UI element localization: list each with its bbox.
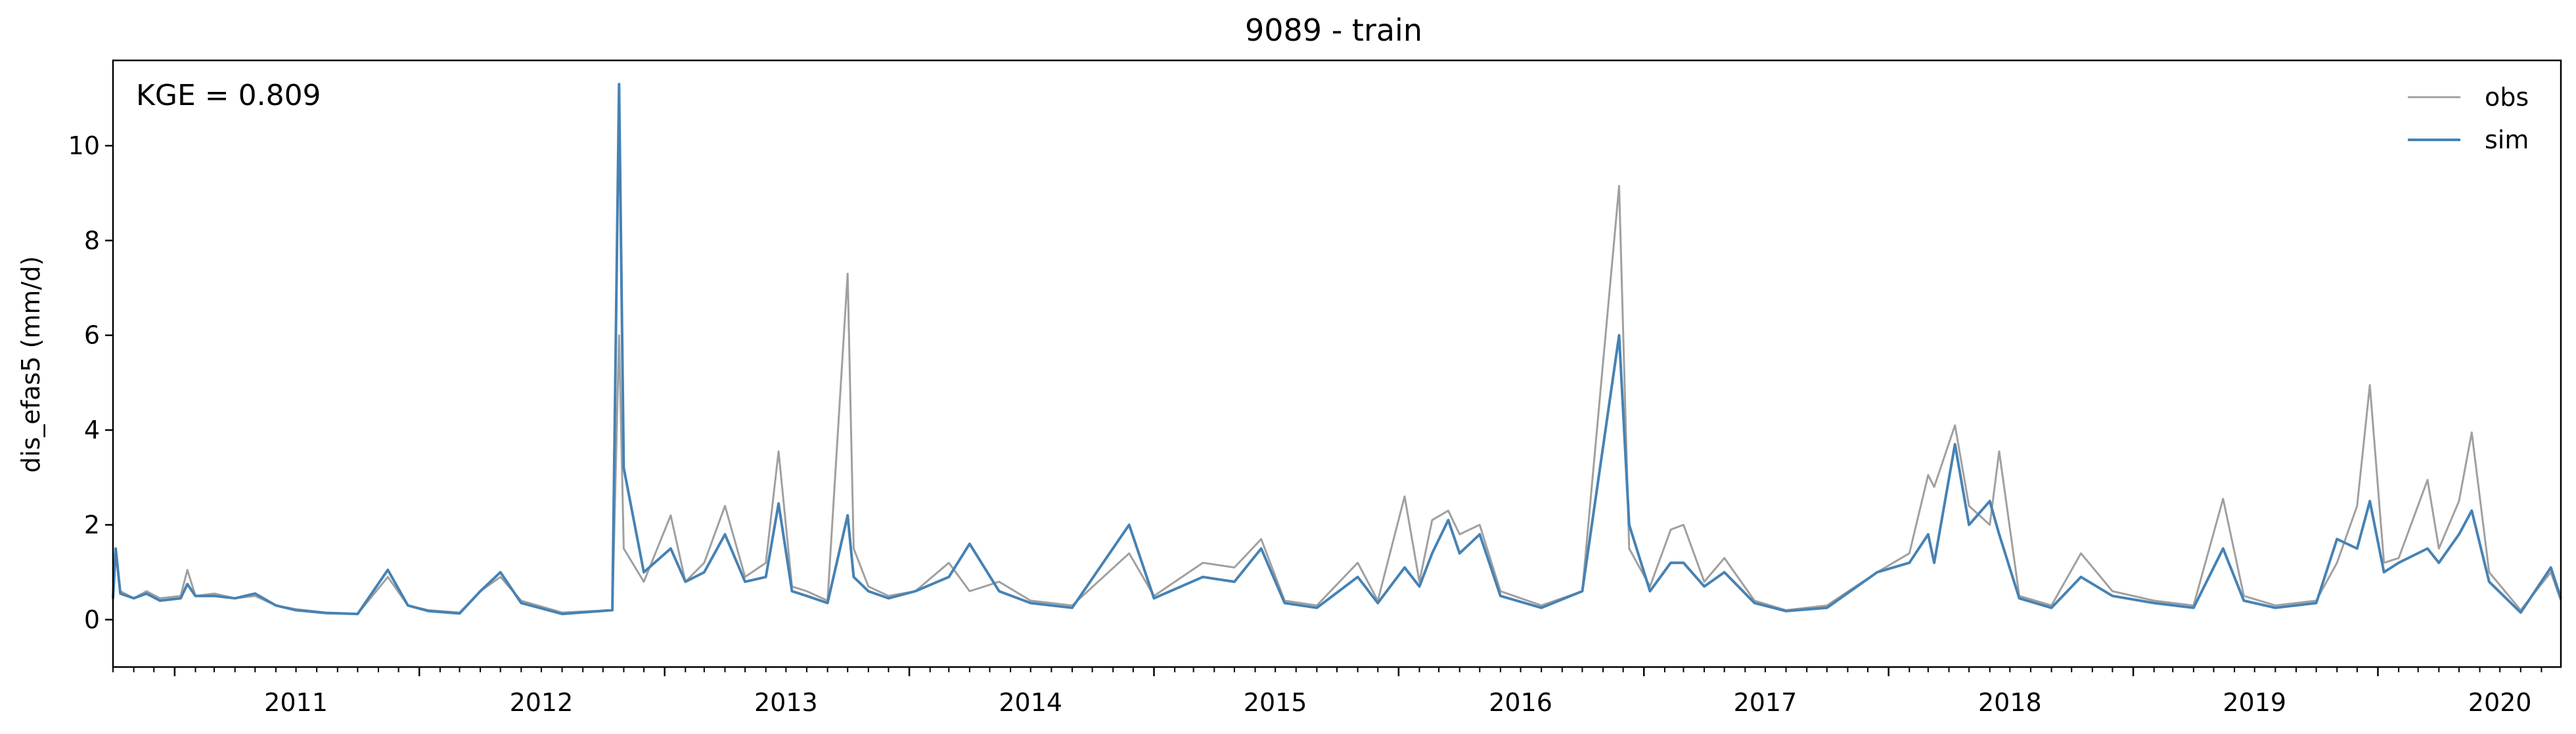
- y-axis: 0 2 4 6 8 10: [68, 131, 113, 634]
- x-axis: 2011 2012 2013 2014 2015 2016 2017 2018 2019 2020: [112, 667, 2542, 717]
- legend-label-sim: sim: [2485, 125, 2529, 154]
- x-tick-label: 2011: [264, 688, 328, 717]
- x-tick-label: 2016: [1489, 688, 1552, 717]
- y-tick-label: 8: [84, 226, 100, 255]
- series-line-sim: [112, 83, 2562, 616]
- x-tick-label: 2015: [1244, 688, 1307, 717]
- x-tick-label: 2020: [2468, 688, 2532, 717]
- y-tick-label: 2: [84, 510, 100, 539]
- x-tick-label: 2013: [754, 688, 818, 717]
- y-tick-label: 0: [84, 605, 100, 634]
- x-tick-label: 2012: [510, 688, 574, 717]
- x-tick-label: 2014: [999, 688, 1062, 717]
- kge-annotation: KGE = 0.809: [136, 79, 321, 112]
- y-axis-label: dis_efas5 (mm/d): [16, 256, 45, 473]
- x-tick-label: 2017: [1734, 688, 1797, 717]
- legend-label-obs: obs: [2485, 83, 2529, 112]
- y-tick-label: 10: [68, 131, 100, 160]
- plot-area: [112, 83, 2562, 616]
- legend: obs sim: [2408, 83, 2529, 154]
- x-tick-label: 2018: [1978, 688, 2042, 717]
- y-tick-label: 6: [84, 321, 100, 350]
- chart-title: 9089 - train: [1245, 12, 1422, 48]
- y-tick-label: 4: [84, 416, 100, 444]
- x-tick-label: 2019: [2223, 688, 2286, 717]
